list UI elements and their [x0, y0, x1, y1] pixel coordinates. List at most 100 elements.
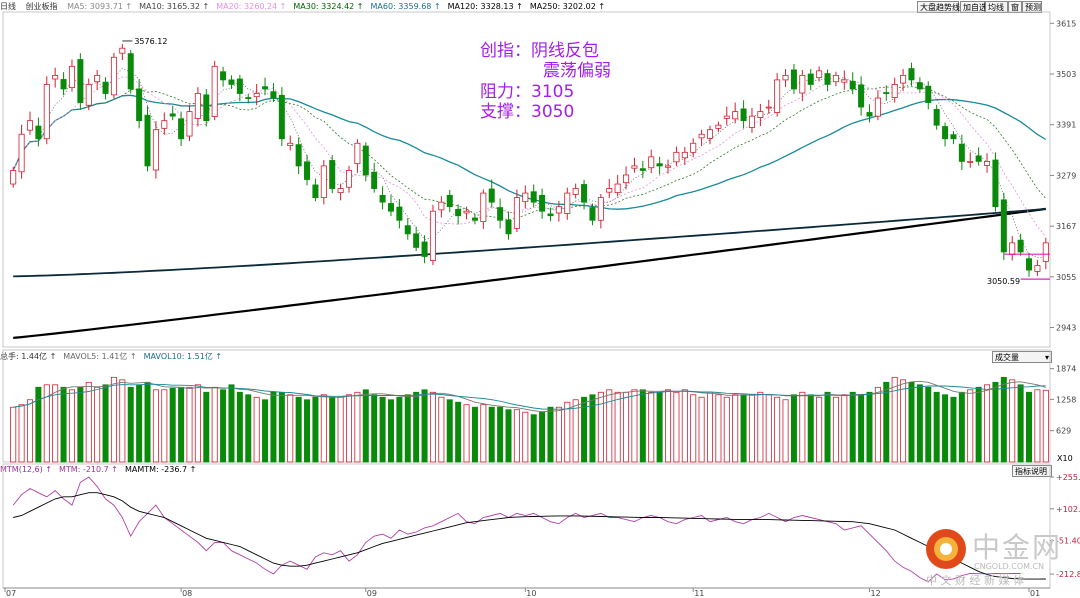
- volume-bar: [832, 396, 839, 463]
- candle-body: [555, 206, 562, 214]
- volume-bar: [194, 384, 201, 463]
- volume-bar: [312, 396, 319, 463]
- candle-body: [94, 74, 101, 83]
- volume-bar: [925, 386, 932, 463]
- candle-body: [908, 68, 915, 81]
- volume-bar: [245, 394, 252, 463]
- mtm-y-tick-label: -51.40: [1056, 537, 1080, 546]
- main-y-tick-label: 3167: [1056, 222, 1076, 231]
- candle-body: [849, 80, 856, 90]
- volume-bar: [984, 384, 991, 463]
- mavol10-line: [13, 383, 1046, 410]
- candle-body: [253, 93, 260, 98]
- ma-label: MA120: 3328.13 ↑: [447, 2, 523, 11]
- candle-body: [85, 84, 92, 106]
- ma-label: MA250: 3202.02 ↑: [529, 2, 606, 11]
- candle-body: [497, 207, 504, 221]
- candle-body: [144, 114, 151, 167]
- volume-bar: [404, 394, 411, 463]
- candle-body: [916, 82, 923, 90]
- volume-bar: [152, 389, 159, 463]
- candle-body: [77, 59, 84, 103]
- candle-body: [236, 78, 243, 94]
- volume-bar: [883, 381, 890, 463]
- x-tick-label: 01: [1030, 589, 1040, 597]
- volume-bar: [136, 384, 143, 463]
- volume-bar: [270, 391, 277, 463]
- logo-title: 中金网: [972, 531, 1063, 564]
- candle-body: [841, 79, 848, 83]
- volume-bar: [950, 396, 957, 463]
- volume-label: 总手: 1.44亿 ↑: [0, 352, 57, 361]
- toolbar-button[interactable]: 预测: [1022, 1, 1042, 13]
- indicator-help-button[interactable]: 指标说明: [1012, 465, 1052, 477]
- candle-body: [329, 160, 336, 189]
- candle-body: [320, 165, 327, 199]
- candle-body: [68, 65, 75, 89]
- candle-body: [438, 201, 445, 211]
- candle-body: [992, 159, 999, 208]
- candle-body: [639, 168, 646, 171]
- candle-body: [799, 74, 806, 94]
- volume-bar: [26, 399, 33, 463]
- x-tick-label: 08: [182, 589, 192, 597]
- volume-legend: 总手: 1.44亿 ↑ MAVOL5: 1.41亿 ↑ MAVOL10: 1.51亿…: [0, 350, 229, 363]
- volume-bar: [379, 396, 386, 463]
- candle-body: [874, 97, 881, 117]
- volume-bar: [127, 386, 134, 463]
- candle-body: [396, 206, 403, 221]
- volume-bar: [723, 396, 730, 463]
- unit-label: X10: [1057, 454, 1073, 463]
- toolbar-button[interactable]: 加自选: [960, 1, 987, 13]
- volume-bar: [161, 389, 168, 463]
- volume-bar: [757, 391, 764, 463]
- candle-body: [866, 112, 873, 117]
- candle-body: [278, 94, 285, 140]
- ma-label: MA5: 3093.71 ↑: [67, 2, 133, 11]
- volume-bar: [1034, 389, 1041, 463]
- volume-bar: [715, 394, 722, 463]
- ma30-line: [12, 86, 1047, 221]
- volume-y-tick-label: 1258: [1056, 395, 1076, 404]
- toolbar-button[interactable]: 大盘趋势线: [917, 1, 960, 13]
- candle-body: [631, 165, 638, 169]
- volume-bar: [606, 389, 613, 463]
- candle-body: [790, 69, 797, 90]
- candle-body: [387, 203, 394, 212]
- ma250-line: [13, 207, 1046, 339]
- volume-bar: [43, 384, 50, 463]
- candle-body: [245, 97, 252, 99]
- volume-bar: [438, 396, 445, 463]
- candle-body: [891, 84, 898, 98]
- volume-bar: [362, 389, 369, 463]
- candle-body: [665, 165, 672, 168]
- candle-body: [715, 124, 722, 129]
- volume-bar: [841, 394, 848, 463]
- volume-dropdown[interactable]: 成交量 ▾: [992, 351, 1052, 363]
- chevron-down-icon: ▾: [1044, 353, 1049, 362]
- volume-bar: [396, 396, 403, 463]
- volume-bar: [782, 399, 789, 463]
- main-y-tick-label: 2943: [1056, 324, 1076, 333]
- volume-bar: [597, 391, 604, 463]
- volume-bar: [975, 386, 982, 463]
- toolbar-button[interactable]: 窗: [1008, 1, 1022, 13]
- candle-body: [782, 74, 789, 81]
- toolbar-button[interactable]: 均线: [985, 1, 1008, 13]
- volume-bar: [530, 414, 537, 463]
- volume-bar: [614, 391, 621, 463]
- candle-body: [656, 163, 663, 167]
- period-label[interactable]: 日线: [0, 2, 16, 11]
- volume-bar: [220, 389, 227, 463]
- candle-body: [446, 194, 453, 208]
- candle-body: [975, 155, 982, 162]
- candle-body: [513, 197, 520, 229]
- volume-bar: [942, 394, 949, 463]
- candle-body: [505, 219, 512, 235]
- volume-bar: [77, 386, 84, 463]
- volume-y-tick-label: 1874: [1056, 365, 1076, 374]
- volume-bar: [1042, 389, 1049, 463]
- volume-bar: [748, 394, 755, 463]
- annotation-line-4: 支撑：3050: [480, 102, 575, 122]
- candle-body: [648, 156, 655, 169]
